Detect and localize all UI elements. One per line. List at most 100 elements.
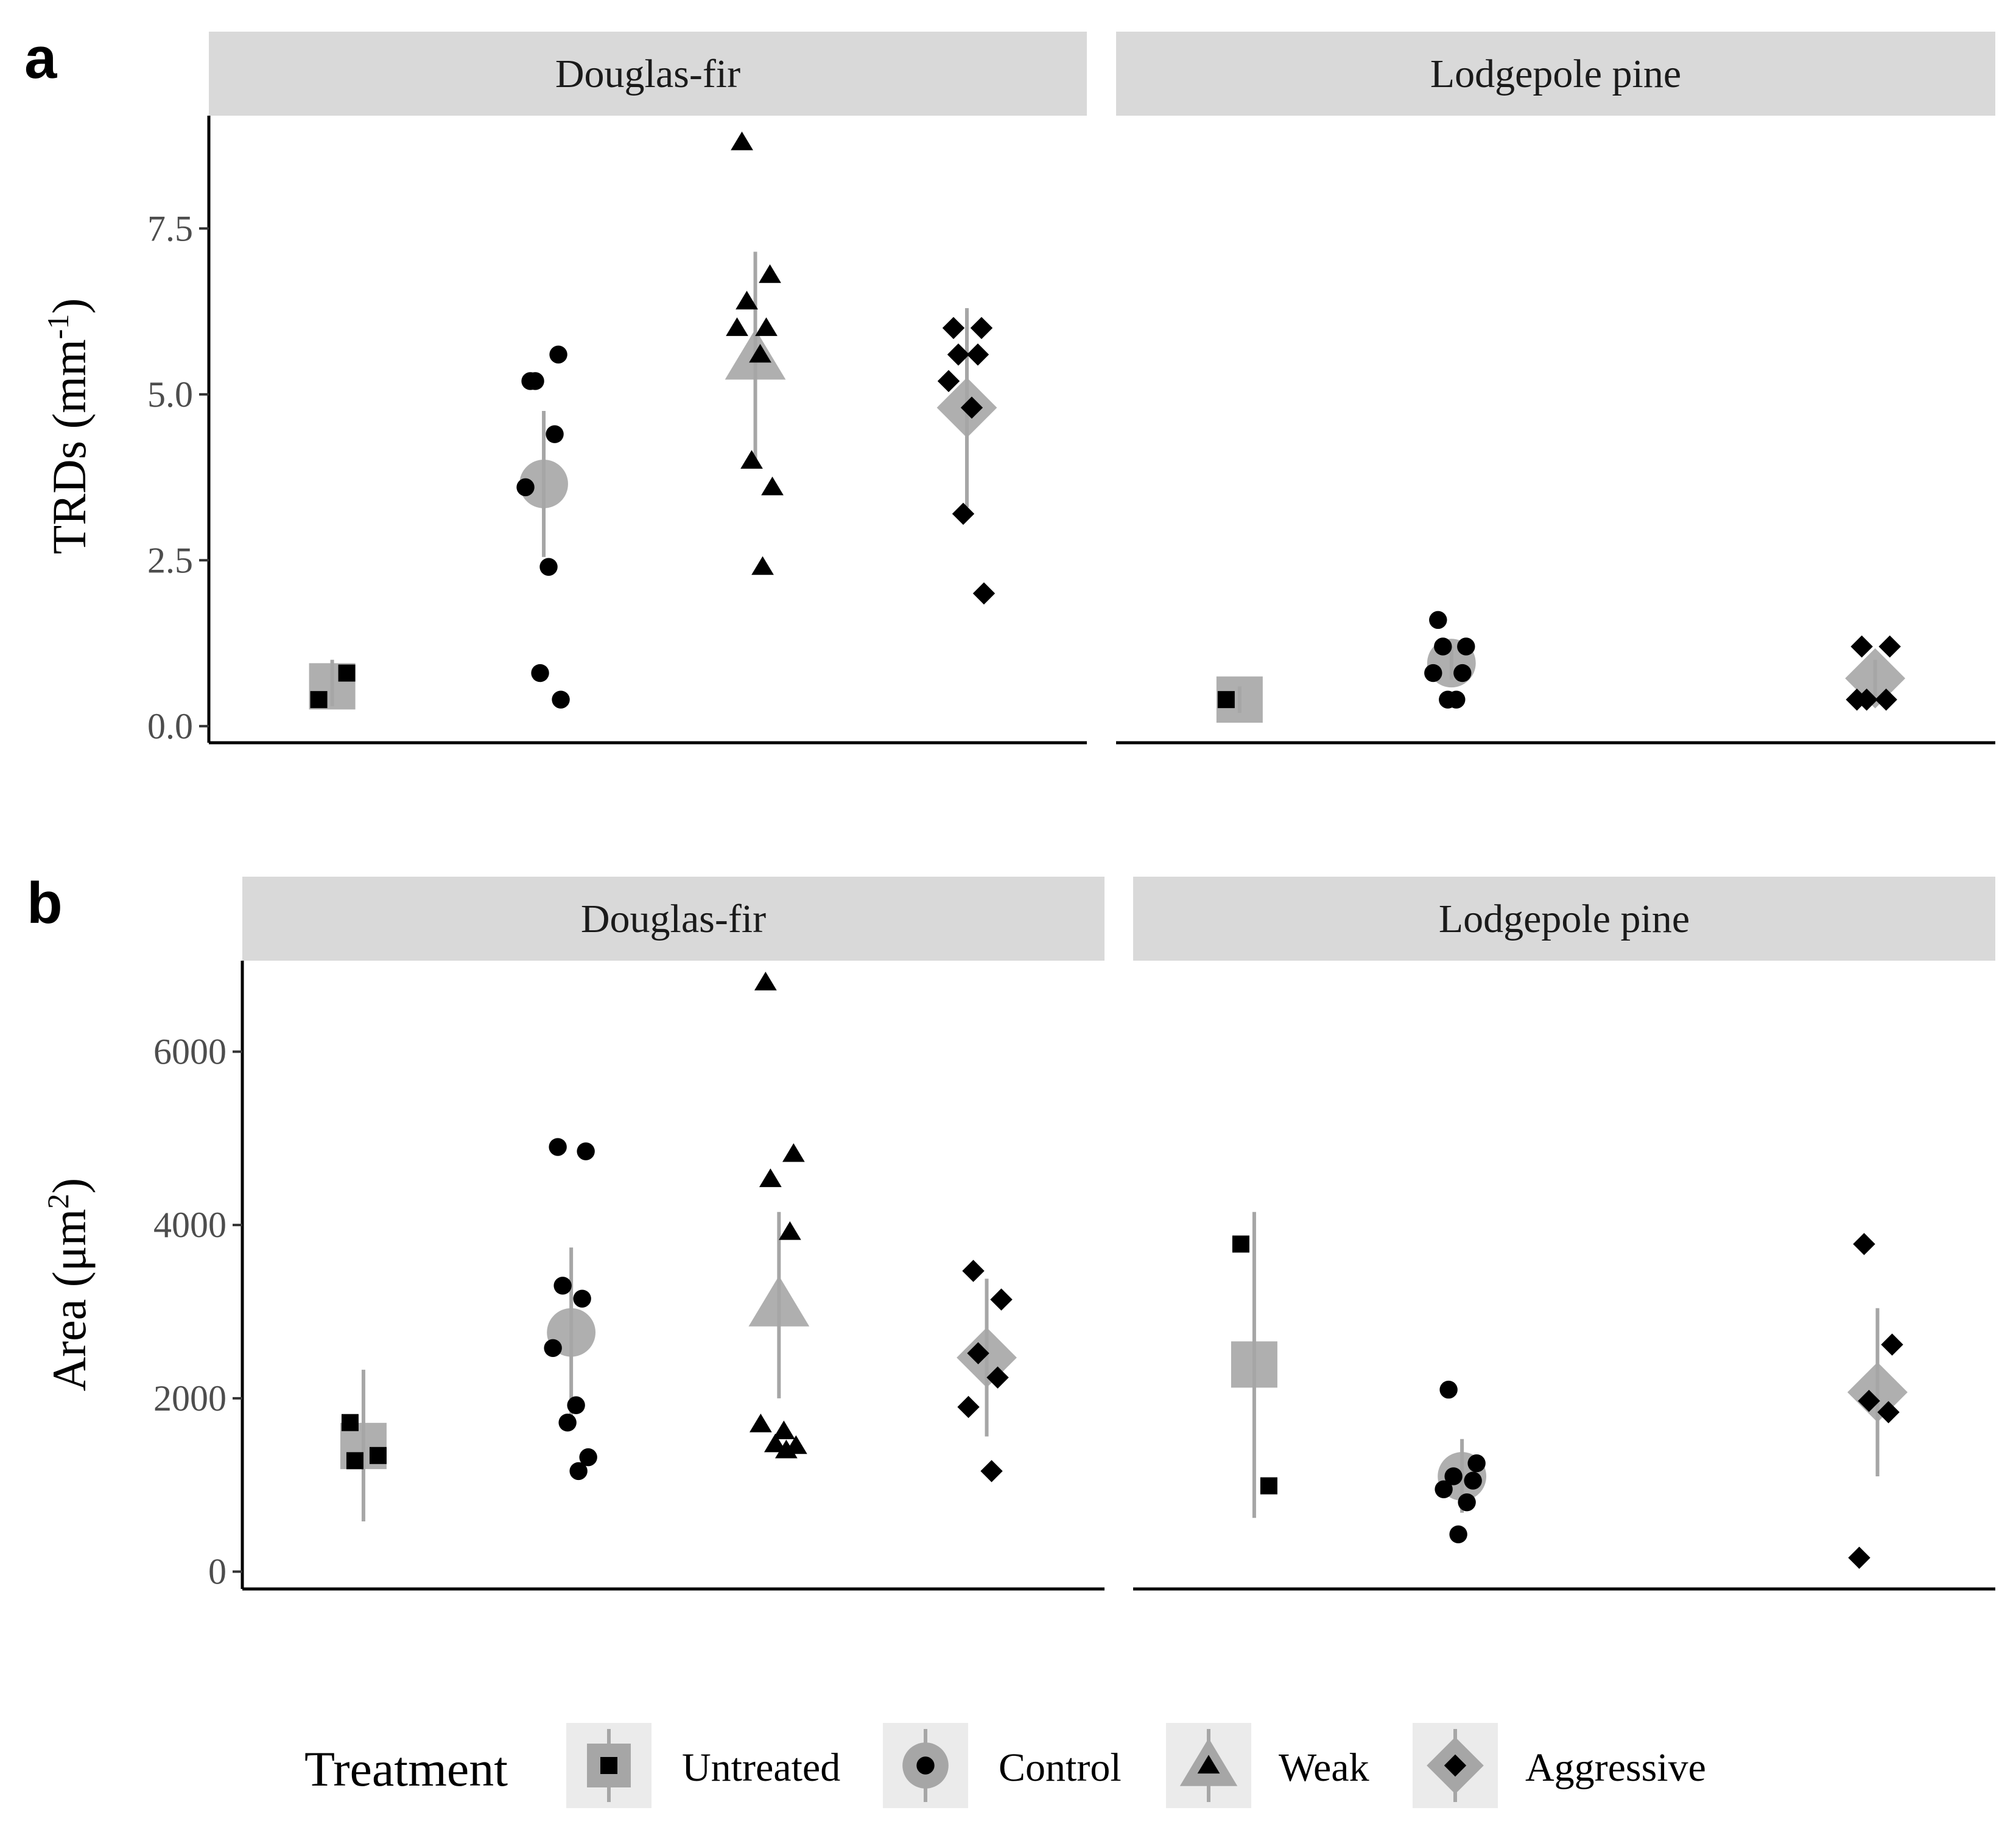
data-point: [726, 317, 748, 336]
y-axis-title-a: TRDs (mm-1): [41, 298, 96, 555]
y-tick-label: 7.5: [147, 208, 193, 248]
group-untreated: [1216, 676, 1263, 723]
data-point: [531, 664, 549, 682]
data-point: [549, 1138, 567, 1156]
data-point: [1881, 1333, 1903, 1356]
data-point: [539, 558, 558, 576]
data-point: [759, 1168, 782, 1187]
group-aggressive: [1847, 1233, 1908, 1569]
data-point: [947, 343, 970, 366]
data-point: [751, 556, 774, 575]
data-point: [567, 1396, 585, 1414]
data-point: [546, 425, 564, 443]
data-point: [937, 370, 960, 393]
y-tick-label: 2.5: [147, 540, 193, 580]
data-point: [980, 1460, 1003, 1482]
data-point: [516, 478, 535, 497]
data-point: [1458, 1493, 1476, 1512]
panel-label-a: a: [24, 26, 57, 91]
legend-label: Weak: [1279, 1745, 1369, 1790]
data-point: [731, 132, 753, 150]
y-tick-label: 5.0: [147, 374, 193, 415]
panel-label-b: b: [27, 871, 63, 936]
data-point: [1878, 635, 1901, 658]
strip-b-douglas-fir: Douglas-fir: [242, 877, 1105, 961]
legend-label: Control: [999, 1745, 1122, 1790]
data-point: [749, 1414, 772, 1432]
mean-marker: [1231, 1341, 1277, 1388]
group-weak: [725, 132, 786, 575]
group-untreated: [340, 1369, 387, 1521]
strip-a-lodgepole-pine: Lodgepole pine: [1116, 32, 1995, 116]
data-point: [579, 1448, 597, 1467]
data-point: [1429, 611, 1447, 629]
data-point: [544, 1339, 562, 1357]
data-point: [962, 1260, 985, 1282]
data-point: [341, 1414, 359, 1431]
data-point: [1875, 688, 1897, 711]
data-point: [990, 1288, 1013, 1311]
group-aggressive: [957, 1260, 1017, 1482]
data-point: [1232, 1235, 1249, 1253]
legend-item-control: Control: [883, 1723, 1122, 1808]
data-point: [774, 1439, 798, 1459]
legend-key-point: [1197, 1755, 1220, 1774]
group-control: [516, 345, 570, 709]
data-point: [736, 290, 758, 310]
data-point: [1453, 664, 1472, 682]
data-point: [966, 343, 989, 366]
y-tick-label: 2000: [153, 1378, 227, 1418]
legend: Untreated Control Weak Aggressive: [566, 1723, 1706, 1808]
y-axis-title-b: Area (μm2): [41, 1178, 96, 1392]
data-point: [526, 372, 544, 390]
group-aggressive: [1845, 635, 1906, 711]
legend-key-point: [600, 1757, 617, 1774]
data-point: [553, 1277, 572, 1295]
data-point: [1435, 1480, 1453, 1499]
data-point: [1439, 1380, 1458, 1399]
legend-item-aggressive: Aggressive: [1413, 1723, 1706, 1808]
group-aggressive: [936, 308, 997, 605]
data-point: [1850, 635, 1873, 658]
data-point: [749, 343, 771, 363]
data-point: [952, 502, 975, 525]
data-point: [761, 476, 784, 496]
data-point: [1434, 637, 1452, 656]
data-point: [1858, 1389, 1880, 1412]
legend-key-point: [916, 1756, 935, 1775]
data-point: [558, 1413, 577, 1432]
group-weak: [748, 972, 810, 1459]
data-point: [369, 1447, 387, 1464]
data-point: [346, 1452, 364, 1470]
data-point: [972, 582, 996, 605]
data-point: [1424, 664, 1442, 682]
data-point: [960, 396, 983, 419]
mean-marker: [748, 1275, 810, 1327]
data-point: [338, 664, 356, 682]
data-point: [569, 1462, 588, 1481]
data-point: [1846, 688, 1868, 711]
data-point: [754, 972, 777, 991]
data-point: [967, 1342, 989, 1365]
legend-label: Untreated: [682, 1745, 840, 1790]
data-point: [986, 1366, 1009, 1389]
data-point: [755, 317, 778, 336]
data-point: [549, 345, 567, 364]
mean-marker: [519, 460, 568, 508]
data-point: [759, 264, 781, 283]
plot-panel-a: 0.0 2.5 5.0 7.5: [147, 116, 1995, 746]
strip-label-b-douglas-fir: Douglas-fir: [581, 897, 766, 941]
plot-panel-b: 0 2000 4000 6000: [153, 961, 1995, 1592]
data-point: [1444, 1467, 1463, 1485]
strip-label-a-douglas-fir: Douglas-fir: [555, 52, 740, 96]
y-tick-label: 0.0: [147, 706, 193, 746]
data-point: [1853, 1233, 1875, 1255]
data-point: [1449, 1525, 1467, 1544]
data-point: [1877, 1401, 1900, 1423]
data-point: [1457, 637, 1475, 656]
mean-marker: [1847, 1362, 1908, 1423]
data-point: [1439, 690, 1457, 709]
data-point: [310, 691, 328, 709]
data-point: [740, 450, 763, 469]
